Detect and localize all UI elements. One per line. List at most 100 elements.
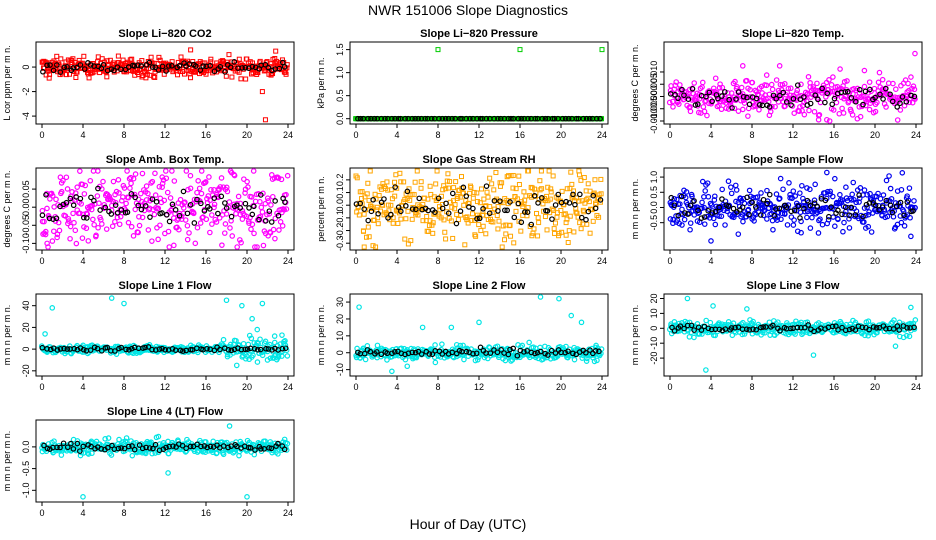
reference-point: [222, 200, 228, 206]
x-tick-label: 16: [829, 382, 839, 392]
data-point: [864, 204, 870, 211]
data-point: [586, 199, 592, 205]
data-point: [83, 225, 90, 232]
reference-point: [275, 212, 282, 219]
data-point: [752, 87, 759, 94]
y-tick-label: -0.2: [335, 223, 345, 239]
reference-point: [215, 210, 221, 217]
y-tick-label: 0.05: [21, 180, 31, 198]
data-point: [67, 223, 74, 230]
reference-point: [766, 104, 773, 110]
data-point: [258, 204, 265, 211]
data-point: [152, 74, 158, 80]
data-point: [208, 56, 214, 62]
reference-point: [846, 212, 853, 218]
x-tick-label: 8: [121, 256, 126, 266]
data-point: [479, 186, 485, 192]
data-point: [213, 219, 220, 225]
data-point: [799, 182, 805, 189]
reference-point: [392, 115, 398, 122]
data-point: [408, 238, 414, 244]
outlier-point: [389, 368, 395, 375]
reference-point: [368, 208, 375, 215]
reference-point: [528, 221, 535, 228]
reference-point: [597, 115, 603, 122]
data-point: [249, 221, 256, 228]
data-point: [850, 179, 857, 186]
reference-point: [207, 63, 213, 69]
reference-point: [138, 63, 145, 69]
data-point: [376, 193, 382, 199]
x-tick-label: 24: [911, 256, 921, 266]
reference-point: [729, 105, 735, 111]
reference-point: [365, 115, 371, 122]
data-point: [897, 213, 904, 219]
outlier-point: [684, 295, 691, 302]
data-point: [95, 224, 101, 231]
y-axis-label: L cor ppm per m n.: [2, 45, 12, 120]
reference-point: [744, 194, 750, 201]
y-tick-label: 0.0: [335, 112, 345, 125]
data-point: [115, 176, 122, 183]
data-point: [810, 206, 817, 213]
reference-point: [691, 198, 697, 204]
reference-point: [716, 204, 723, 211]
data-point: [534, 210, 540, 216]
x-tick-label: 12: [474, 256, 484, 266]
data-point: [468, 185, 474, 191]
data-point: [537, 187, 543, 193]
data-point: [699, 79, 706, 86]
data-point: [487, 175, 493, 181]
data-point: [857, 113, 864, 120]
data-point: [585, 181, 591, 187]
data-point: [131, 191, 138, 198]
data-point: [832, 175, 838, 182]
reference-point: [766, 191, 773, 198]
reference-point: [672, 91, 678, 98]
data-point: [270, 193, 276, 200]
data-point: [578, 177, 584, 183]
x-tick-label: 0: [39, 382, 44, 392]
reference-point: [159, 210, 165, 216]
panel-title: Slope Line 4 (LT) Flow: [107, 406, 223, 418]
data-point: [791, 110, 798, 116]
reference-point: [443, 200, 449, 207]
reference-point: [819, 85, 825, 92]
reference-point: [577, 191, 583, 198]
data-point: [686, 334, 693, 340]
x-tick-label: 4: [708, 382, 713, 392]
reference-point: [442, 115, 449, 122]
reference-point: [829, 101, 836, 108]
outlier-point: [44, 240, 50, 247]
reference-point: [860, 101, 866, 108]
data-point: [746, 187, 753, 194]
x-tick-label: 24: [283, 382, 293, 392]
data-point: [489, 181, 495, 187]
data-point: [284, 353, 291, 359]
data-point: [758, 190, 764, 196]
data-point: [702, 188, 709, 194]
reference-point: [87, 62, 94, 68]
reference-point: [715, 95, 721, 102]
data-point: [731, 105, 738, 112]
data-point: [165, 228, 172, 235]
data-point: [897, 107, 904, 113]
reference-point: [722, 89, 728, 95]
y-tick-label: -0.10: [21, 233, 31, 254]
data-point: [683, 189, 690, 195]
reference-point: [460, 184, 467, 191]
data-point: [841, 219, 847, 226]
reference-point: [515, 115, 522, 122]
reference-point: [835, 207, 841, 214]
data-point: [448, 218, 454, 224]
outlier-point: [537, 294, 544, 300]
data-point: [100, 178, 106, 185]
data-point: [491, 187, 497, 193]
data-point: [95, 168, 101, 174]
data-point: [496, 218, 502, 224]
reference-point: [706, 89, 713, 96]
data-point: [738, 84, 745, 91]
reference-point: [91, 197, 97, 204]
